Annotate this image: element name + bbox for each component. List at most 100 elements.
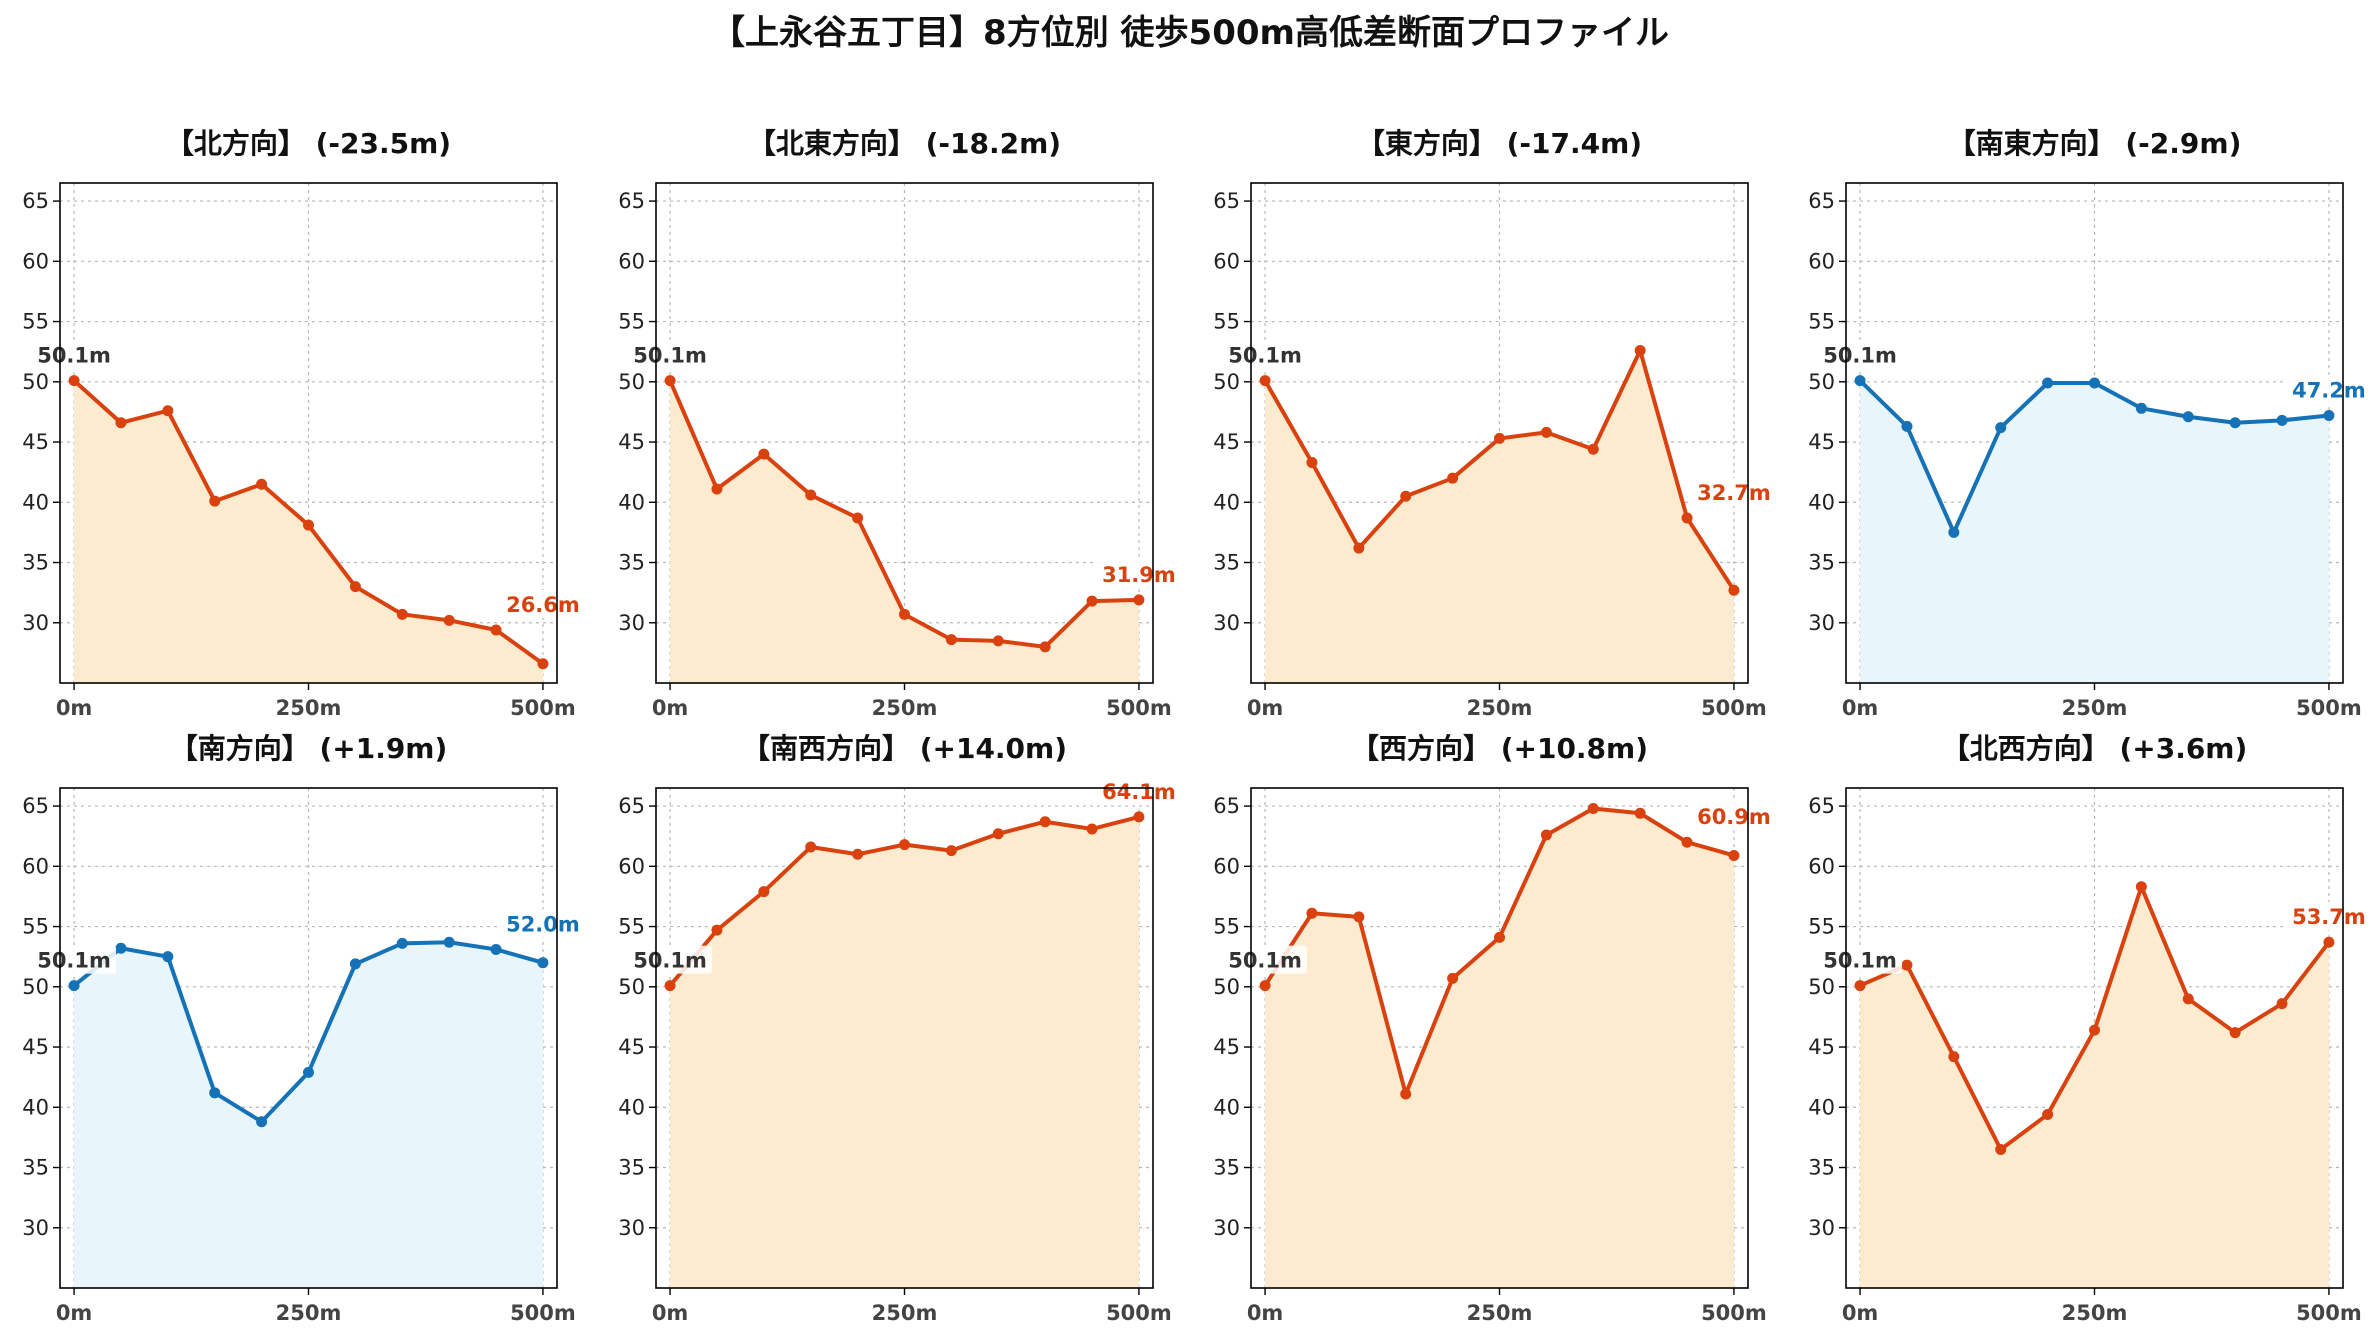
data-point xyxy=(1400,490,1412,502)
y-tick-label: 65 xyxy=(22,189,49,213)
end-label: 26.6m xyxy=(506,593,580,617)
start-label-background xyxy=(628,340,713,369)
y-tick-label: 60 xyxy=(22,249,49,273)
data-point xyxy=(303,1066,314,1078)
data-point xyxy=(1995,422,2007,434)
y-tick-label: 45 xyxy=(22,430,49,454)
subplot-title: 【東方向】 (-17.4m) xyxy=(1357,127,1642,160)
data-point xyxy=(68,375,80,387)
data-point xyxy=(1259,980,1271,992)
x-tick-label: 500m xyxy=(1701,696,1767,720)
y-tick-label: 65 xyxy=(618,794,645,818)
data-point xyxy=(2182,411,2194,423)
data-point xyxy=(1039,816,1051,828)
y-tick-label: 65 xyxy=(1808,794,1835,818)
start-label-background xyxy=(628,945,713,974)
start-label: 50.1m xyxy=(37,344,111,368)
end-label: 47.2m xyxy=(2292,379,2366,403)
data-point xyxy=(852,848,864,860)
data-point xyxy=(490,943,502,955)
data-point xyxy=(537,957,549,969)
y-tick-label: 30 xyxy=(1808,611,1835,635)
y-tick-label: 50 xyxy=(1808,370,1835,394)
subplot-title: 【北東方向】 (-18.2m) xyxy=(748,127,1061,160)
x-tick-label: 0m xyxy=(1842,1301,1879,1325)
y-tick-label: 65 xyxy=(618,189,645,213)
data-point xyxy=(1540,426,1552,438)
data-point xyxy=(2276,998,2288,1010)
data-point xyxy=(2182,993,2194,1005)
data-point xyxy=(349,581,361,593)
data-point xyxy=(2135,402,2147,414)
x-tick-label: 0m xyxy=(1247,1301,1284,1325)
data-point xyxy=(2089,1024,2100,1036)
x-tick-label: 250m xyxy=(872,1301,938,1325)
data-point xyxy=(1400,1088,1412,1100)
data-point xyxy=(664,375,676,387)
data-point xyxy=(992,635,1004,647)
data-point xyxy=(1494,931,1505,943)
end-label-background xyxy=(500,909,585,938)
y-tick-label: 55 xyxy=(22,915,49,939)
data-point xyxy=(992,828,1004,840)
data-point xyxy=(2276,414,2288,426)
y-tick-label: 40 xyxy=(22,1095,49,1119)
y-tick-label: 35 xyxy=(1808,1156,1835,1180)
data-point xyxy=(349,958,361,970)
data-point xyxy=(1995,1143,2007,1155)
y-tick-label: 60 xyxy=(22,854,49,878)
data-point xyxy=(1901,420,1913,432)
y-tick-label: 30 xyxy=(22,611,49,635)
y-tick-label: 30 xyxy=(22,1216,49,1240)
y-tick-label: 40 xyxy=(1808,1095,1835,1119)
y-tick-label: 50 xyxy=(618,370,645,394)
x-tick-label: 0m xyxy=(56,1301,93,1325)
y-tick-label: 60 xyxy=(1808,249,1835,273)
y-tick-label: 50 xyxy=(22,370,49,394)
data-point xyxy=(758,886,770,898)
y-tick-label: 40 xyxy=(1213,490,1240,514)
end-label-background xyxy=(2286,902,2371,931)
subplot-title: 【北西方向】 (+3.6m) xyxy=(1942,732,2248,765)
elevation-area xyxy=(1265,808,1734,1288)
y-tick-label: 50 xyxy=(22,975,49,999)
data-point xyxy=(758,448,770,460)
data-point xyxy=(396,937,408,949)
data-point xyxy=(396,608,408,620)
data-point xyxy=(1540,829,1552,841)
start-label: 50.1m xyxy=(1823,949,1897,973)
y-tick-label: 65 xyxy=(1808,189,1835,213)
y-tick-label: 60 xyxy=(618,854,645,878)
data-point xyxy=(2323,410,2335,422)
end-label: 52.0m xyxy=(506,912,580,936)
y-tick-label: 40 xyxy=(1213,1095,1240,1119)
y-tick-label: 40 xyxy=(618,1095,645,1119)
data-point xyxy=(1494,432,1505,444)
start-label-background xyxy=(1223,945,1308,974)
end-label-background xyxy=(2286,375,2371,404)
data-point xyxy=(115,942,127,954)
data-point xyxy=(899,608,910,620)
y-tick-label: 55 xyxy=(22,310,49,334)
data-point xyxy=(1728,849,1740,861)
x-tick-label: 0m xyxy=(1842,696,1879,720)
data-point xyxy=(1447,972,1459,984)
subplot-6: 【南西方向】 (+14.0m) 50.1m 64.1m 30 35 40 45 50 55 60 6… xyxy=(618,732,1181,1325)
y-tick-label: 45 xyxy=(1808,430,1835,454)
y-tick-label: 50 xyxy=(1213,370,1240,394)
start-label: 50.1m xyxy=(1228,949,1302,973)
y-tick-label: 55 xyxy=(1213,915,1240,939)
data-point xyxy=(1133,594,1145,606)
y-tick-label: 45 xyxy=(1213,430,1240,454)
start-label-background xyxy=(1818,340,1903,369)
y-tick-label: 40 xyxy=(1808,490,1835,514)
x-tick-label: 0m xyxy=(652,696,689,720)
data-point xyxy=(852,512,864,524)
subplot-4: 【南東方向】 (-2.9m) 50.1m 47.2m 30 35 40 45 50 55 60 65… xyxy=(1808,127,2371,720)
subplot-2: 【北東方向】 (-18.2m) 50.1m 31.9m 30 35 40 45 50 55 60 6… xyxy=(618,127,1181,720)
y-tick-label: 55 xyxy=(618,915,645,939)
x-tick-label: 250m xyxy=(1467,696,1533,720)
data-point xyxy=(664,980,676,992)
start-label-background xyxy=(32,340,117,369)
data-point xyxy=(1948,526,1960,538)
